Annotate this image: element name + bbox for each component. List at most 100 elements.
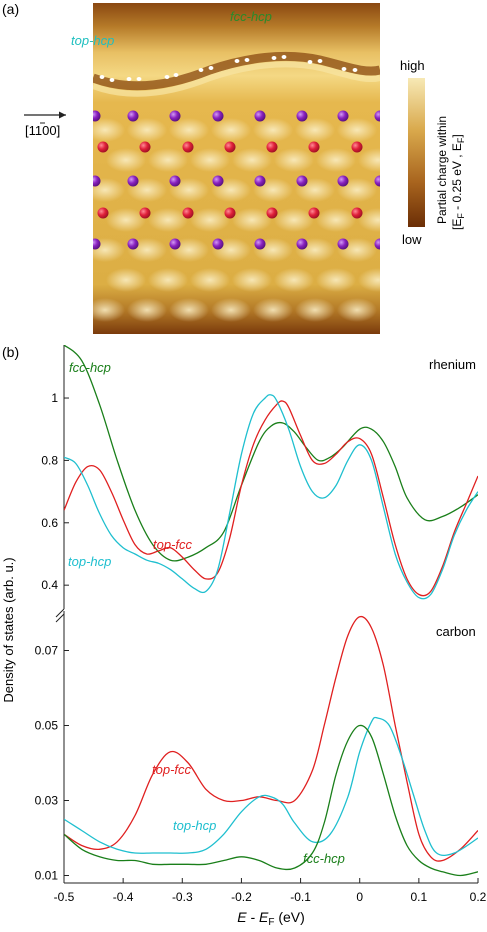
- charge-blob: [190, 148, 230, 172]
- charge-blob: [274, 208, 314, 232]
- carbon-series-top-fcc: [64, 615, 478, 862]
- atom-purple: [93, 110, 101, 122]
- charge-blob: [127, 298, 167, 322]
- x-tick-label: -0.1: [290, 890, 311, 904]
- x-tick-label: 0.1: [411, 890, 428, 904]
- carbon-dot: [109, 78, 115, 82]
- y-tick-label: 0.03: [35, 794, 59, 808]
- charge-blob: [295, 118, 335, 142]
- curve-labels: fcc-hcp top-fcc top-hcp top-fcc top-hcp fcc-h…: [68, 360, 345, 866]
- charge-blob: [337, 298, 377, 322]
- charge-blob: [169, 298, 209, 322]
- axis-break: [55, 608, 65, 623]
- atom-purple: [337, 238, 349, 250]
- x-tick-label: -0.3: [172, 890, 193, 904]
- carbon-dot: [271, 56, 277, 60]
- atom-purple: [254, 175, 266, 187]
- atom-red: [97, 207, 109, 219]
- charge-blob: [148, 208, 188, 232]
- x-tick-label: -0.2: [231, 890, 252, 904]
- carbon-dot: [341, 67, 347, 71]
- rhenium-label: rhenium: [429, 357, 476, 372]
- atom-red: [308, 141, 320, 153]
- atom-purple: [169, 238, 181, 250]
- atom-red: [224, 207, 236, 219]
- atom-purple: [254, 238, 266, 250]
- plot-frame: [55, 345, 478, 884]
- y-tick-label: 0.05: [35, 719, 59, 733]
- atom-purple: [212, 175, 224, 187]
- charge-blob: [337, 118, 377, 142]
- atom-purple: [93, 175, 101, 187]
- y-tick-label: 0.4: [41, 578, 58, 592]
- carbon-dot: [281, 55, 287, 59]
- carbon-dot: [126, 77, 132, 81]
- y-tick-label: 0.01: [35, 869, 59, 883]
- carbon-dot: [317, 59, 323, 63]
- x-tick-label: 0.2: [470, 890, 487, 904]
- carbon-series-fcc-hcp: [64, 724, 478, 877]
- charge-blob: [295, 298, 335, 322]
- axis-ticks: 0.4 0.6 0.8 1 0.01 0.03 0.05 0.07 -0.5 -0.4 -0.3 -0…: [35, 391, 487, 904]
- charge-blob: [274, 148, 314, 172]
- x-tick-label: 0: [356, 890, 363, 904]
- carbon-dot: [99, 75, 105, 79]
- panel-b-label: (b): [2, 344, 19, 360]
- charge-blob: [148, 268, 188, 292]
- rhenium-series-top-fcc: [64, 400, 478, 597]
- charge-blob: [358, 208, 380, 232]
- charge-blob: [358, 268, 380, 292]
- charge-blob: [211, 118, 251, 142]
- atom-purple: [337, 175, 349, 187]
- colorbar-high: high: [400, 58, 425, 73]
- charge-blob: [93, 298, 125, 322]
- charge-blob: [93, 238, 125, 262]
- y-axis-label: Density of states (arb. u.): [1, 557, 16, 702]
- charge-blob: [316, 208, 356, 232]
- atom-purple: [212, 238, 224, 250]
- atom-red: [266, 141, 278, 153]
- charge-blob: [106, 208, 146, 232]
- label-top-hcp-map: top-hcp: [71, 33, 114, 48]
- rhenium-label-fcc-hcp: fcc-hcp: [69, 360, 111, 375]
- charge-blob: [316, 148, 356, 172]
- y-tick-label: 0.6: [41, 516, 58, 530]
- charge-density-map: [93, 3, 380, 334]
- atom-purple: [296, 175, 308, 187]
- atom-purple: [374, 110, 380, 122]
- charge-blob: [93, 178, 125, 202]
- carbon-label-fcc-hcp: fcc-hcp: [303, 851, 345, 866]
- carbon-dot: [164, 75, 170, 79]
- atom-purple: [337, 110, 349, 122]
- carbon-dot: [234, 59, 240, 63]
- carbon-dot: [352, 68, 358, 72]
- carbon-dot: [198, 68, 204, 72]
- charge-blob: [127, 118, 167, 142]
- direction-arrow: [24, 111, 66, 119]
- y-tick-label: 0.07: [35, 644, 59, 658]
- atom-purple: [93, 238, 101, 250]
- direction-label: [1100]: [25, 123, 60, 138]
- atom-purple: [127, 238, 139, 250]
- panel-a-label: (a): [2, 1, 19, 17]
- charge-blob: [190, 268, 230, 292]
- atom-purple: [296, 238, 308, 250]
- charge-blob: [232, 208, 272, 232]
- charge-blob: [232, 148, 272, 172]
- colorbar-low: low: [402, 232, 422, 247]
- y-tick-label: 0.8: [41, 453, 58, 467]
- carbon-series-top-hcp: [64, 716, 478, 857]
- carbon-label: carbon: [436, 624, 476, 639]
- atom-red: [308, 207, 320, 219]
- charge-blob: [148, 148, 188, 172]
- charge-blob: [232, 268, 272, 292]
- charge-blob: [106, 268, 146, 292]
- atom-red: [182, 141, 194, 153]
- charge-blob: [274, 268, 314, 292]
- carbon-dot: [307, 60, 313, 64]
- colorbar-title-line1: Partial charge within: [435, 116, 449, 224]
- atom-red: [139, 207, 151, 219]
- carbon-dot: [136, 77, 142, 81]
- atom-red: [351, 141, 363, 153]
- carbon-curves: [64, 615, 478, 877]
